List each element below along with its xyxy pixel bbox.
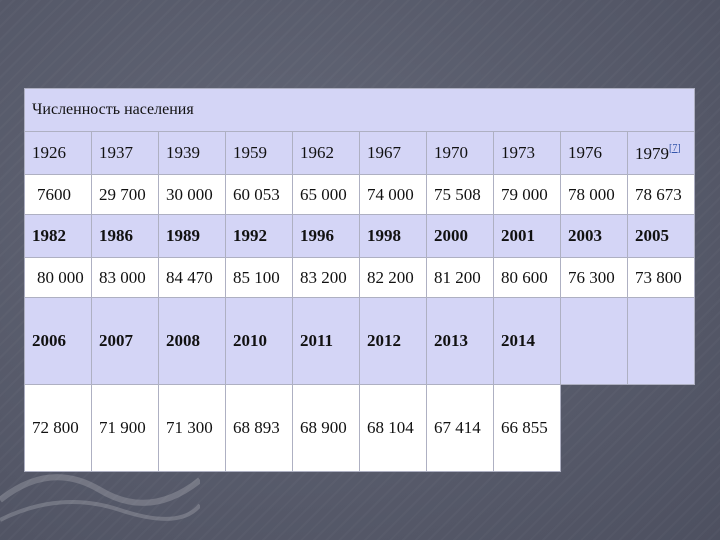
year-cell: 1962 (292, 131, 360, 175)
year-cell: 2000 (426, 214, 494, 258)
value-cell: 65 000 (292, 174, 360, 215)
value-cell: 81 200 (426, 257, 494, 298)
value-cell: 73 800 (627, 257, 695, 298)
value-cell: 75 508 (426, 174, 494, 215)
year-cell: 1976 (560, 131, 628, 175)
year-cell: 1939 (158, 131, 226, 175)
year-cell: 2001 (493, 214, 561, 258)
value-cell: 68 104 (359, 384, 427, 472)
value-cell: 60 053 (225, 174, 293, 215)
year-cell: 2005 (627, 214, 695, 258)
year-cell: 1970 (426, 131, 494, 175)
value-cell: 74 000 (359, 174, 427, 215)
value-cell: 66 855 (493, 384, 561, 472)
value-cell: 29 700 (91, 174, 159, 215)
value-cell: 80 600 (493, 257, 561, 298)
year-cell: 2003 (560, 214, 628, 258)
table-title: Численность населения (24, 88, 695, 132)
value-cell: 83 200 (292, 257, 360, 298)
year-label: 1979 (635, 143, 669, 163)
empty-space (561, 385, 628, 472)
value-cell: 85 100 (225, 257, 293, 298)
table-row-values-1: 7600 29 700 30 000 60 053 65 000 74 000 … (24, 174, 695, 215)
table-row-years-1: 1926 1937 1939 1959 1962 1967 1970 1973 … (24, 131, 695, 175)
year-cell: 1989 (158, 214, 226, 258)
year-cell: 1959 (225, 131, 293, 175)
year-cell: 1967 (359, 131, 427, 175)
year-cell: 1982 (24, 214, 92, 258)
value-cell: 72 800 (24, 384, 92, 472)
value-cell: 76 300 (560, 257, 628, 298)
year-cell: 1979[7] (627, 131, 695, 175)
value-cell: 71 900 (91, 384, 159, 472)
year-cell: 1973 (493, 131, 561, 175)
year-cell: 2011 (292, 297, 360, 385)
value-cell: 67 414 (426, 384, 494, 472)
value-cell: 68 900 (292, 384, 360, 472)
table-row-years-3: 2006 2007 2008 2010 2011 2012 2013 2014 (24, 297, 695, 385)
value-cell: 78 000 (560, 174, 628, 215)
empty-cell (560, 297, 628, 385)
value-cell: 83 000 (91, 257, 159, 298)
year-cell: 1998 (359, 214, 427, 258)
footnote-link[interactable]: [7] (669, 142, 681, 154)
year-cell: 2012 (359, 297, 427, 385)
value-cell: 7600 (24, 174, 92, 215)
value-cell: 79 000 (493, 174, 561, 215)
year-cell: 2010 (225, 297, 293, 385)
background-decoration (0, 474, 200, 522)
table-row-values-2: 80 000 83 000 84 470 85 100 83 200 82 20… (24, 257, 695, 298)
year-cell: 2008 (158, 297, 226, 385)
value-cell: 84 470 (158, 257, 226, 298)
empty-space (628, 385, 695, 472)
year-cell: 1986 (91, 214, 159, 258)
table-row-values-3: 72 800 71 900 71 300 68 893 68 900 68 10… (24, 384, 695, 472)
table-row-years-2: 1982 1986 1989 1992 1996 1998 2000 2001 … (24, 214, 695, 258)
year-cell: 1926 (24, 131, 92, 175)
value-cell: 30 000 (158, 174, 226, 215)
year-cell: 2013 (426, 297, 494, 385)
population-table: Численность населения 1926 1937 1939 195… (24, 88, 695, 472)
value-cell: 71 300 (158, 384, 226, 472)
value-cell: 68 893 (225, 384, 293, 472)
year-cell: 2014 (493, 297, 561, 385)
value-cell: 80 000 (24, 257, 92, 298)
year-cell: 2007 (91, 297, 159, 385)
value-cell: 78 673 (627, 174, 695, 215)
value-cell: 82 200 (359, 257, 427, 298)
year-cell: 1937 (91, 131, 159, 175)
empty-cell (627, 297, 695, 385)
year-cell: 2006 (24, 297, 92, 385)
year-cell: 1996 (292, 214, 360, 258)
year-cell: 1992 (225, 214, 293, 258)
